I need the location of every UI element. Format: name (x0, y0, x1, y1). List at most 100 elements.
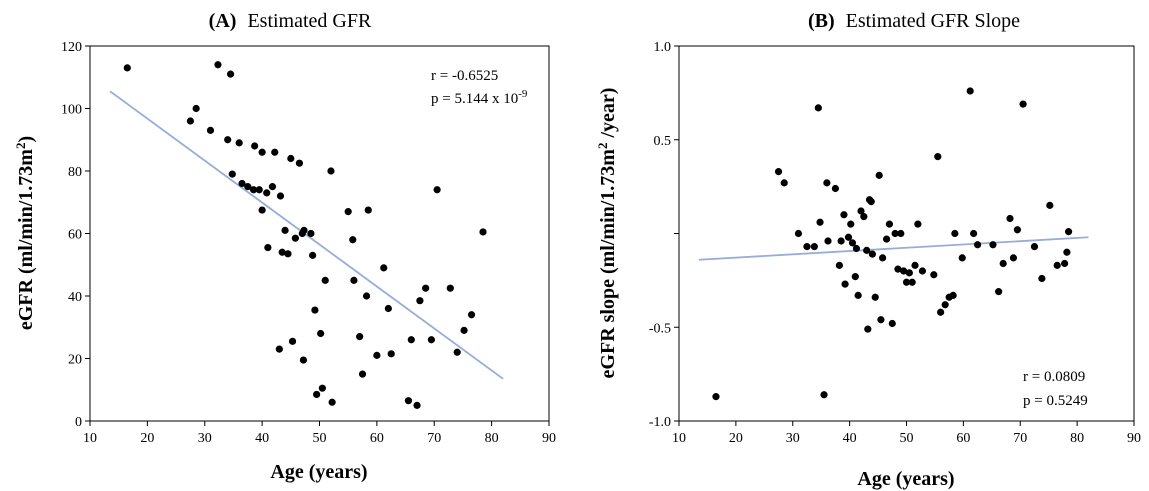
a-x-tick-label: 30 (198, 431, 212, 446)
b-x-tick-label: 90 (1127, 431, 1141, 446)
panel-a-y-axis-label: eGFR (ml/min/1.73m2) (13, 136, 37, 330)
data-point (891, 229, 899, 238)
panel-b-p-value: p = 0.5249 (1023, 393, 1088, 409)
panel-b-r-value: r = 0.0809 (1023, 369, 1085, 385)
panel-a-x-axis-label: Age (years) (270, 461, 367, 483)
data-point (851, 273, 859, 281)
b-y-tick-label: 1.0 (654, 40, 672, 55)
data-point (949, 291, 957, 299)
data-point (879, 254, 887, 262)
panel-b-x-axis-label: Age (years) (857, 468, 954, 490)
data-point (852, 244, 861, 253)
data-point (1053, 261, 1061, 269)
data-point (460, 326, 468, 334)
data-point (966, 87, 974, 95)
data-point (794, 229, 803, 238)
data-point (416, 297, 424, 305)
data-point (844, 233, 853, 241)
data-point (824, 237, 832, 245)
data-point (882, 235, 891, 243)
panel-b-x-ticks: 10 20 30 40 50 60 70 80 90 (672, 421, 1141, 446)
data-point (911, 261, 919, 269)
data-point (877, 316, 885, 324)
a-x-tick-label: 70 (427, 431, 441, 446)
data-point (934, 153, 942, 161)
data-point (970, 229, 978, 238)
data-point (275, 345, 283, 353)
a-x-tick-label: 50 (313, 431, 327, 446)
data-point (908, 278, 916, 286)
data-point (380, 264, 388, 272)
data-point (1019, 100, 1027, 108)
data-point (228, 170, 236, 178)
data-point (224, 136, 232, 144)
data-point (774, 168, 783, 176)
data-point (384, 304, 392, 313)
data-point (479, 228, 487, 236)
data-point (278, 248, 286, 256)
data-point (258, 206, 266, 214)
data-point (309, 251, 317, 259)
b-y-tick-label: -0.5 (649, 321, 671, 336)
data-point (995, 288, 1003, 296)
panel-a-label: (A) (209, 10, 237, 32)
data-point (453, 348, 461, 356)
panel-a-y-ticks: 0 20 40 60 80 100 120 (61, 40, 90, 430)
data-point (300, 226, 308, 234)
data-point (214, 61, 222, 69)
a-y-tick-label: 80 (68, 165, 82, 180)
data-point (973, 241, 982, 249)
b-y-tick-label: -1.0 (649, 415, 671, 430)
data-point (810, 243, 818, 251)
data-point (1038, 274, 1046, 283)
data-point (902, 278, 911, 286)
data-point (313, 390, 321, 399)
panel-a-title-text: Estimated GFR (247, 10, 372, 32)
data-point (848, 239, 857, 247)
data-point (255, 186, 263, 194)
a-y-tick-label: 120 (61, 40, 82, 55)
panel-a-x-ticks: 10 20 30 40 50 60 70 80 90 (83, 421, 556, 446)
data-point (373, 351, 381, 359)
data-point (860, 213, 868, 221)
panel-a-p-value: p = 5.144 x 10-9 (431, 88, 528, 107)
b-x-tick-label: 80 (1070, 431, 1084, 446)
data-point (905, 269, 913, 277)
data-point (864, 325, 872, 333)
data-point (295, 159, 304, 167)
data-point (875, 171, 883, 179)
data-point (837, 237, 845, 245)
data-point (327, 167, 335, 175)
data-point (404, 397, 413, 405)
data-point (1061, 259, 1069, 268)
panel-a-regression-line (109, 90, 504, 380)
data-point (937, 308, 945, 316)
data-point (803, 243, 811, 251)
data-point (820, 391, 828, 399)
a-y-tick-label: 100 (61, 103, 82, 118)
a-x-tick-label: 20 (140, 431, 154, 446)
data-point (1064, 228, 1073, 236)
b-x-tick-label: 60 (956, 431, 970, 446)
b-x-tick-label: 10 (672, 431, 686, 446)
data-point (387, 350, 395, 358)
data-point (317, 329, 325, 338)
data-point (422, 284, 430, 292)
a-y-tick-label: 40 (68, 290, 82, 305)
data-point (356, 333, 364, 341)
data-point (1013, 226, 1022, 234)
data-point (467, 311, 476, 319)
panel-b-y-ticks: -1.0 -0.5 0.5 1.0 (649, 40, 679, 430)
panel-b-regression-line (698, 236, 1089, 261)
data-point (888, 319, 896, 328)
data-point (238, 179, 246, 188)
data-point (284, 250, 292, 258)
data-point (264, 243, 272, 252)
data-point (413, 401, 421, 409)
data-point (192, 104, 200, 113)
data-point (249, 186, 258, 194)
panel-b-label: (B) (808, 10, 835, 32)
b-y-tick-label: 0.5 (654, 134, 672, 149)
data-point (914, 220, 922, 228)
